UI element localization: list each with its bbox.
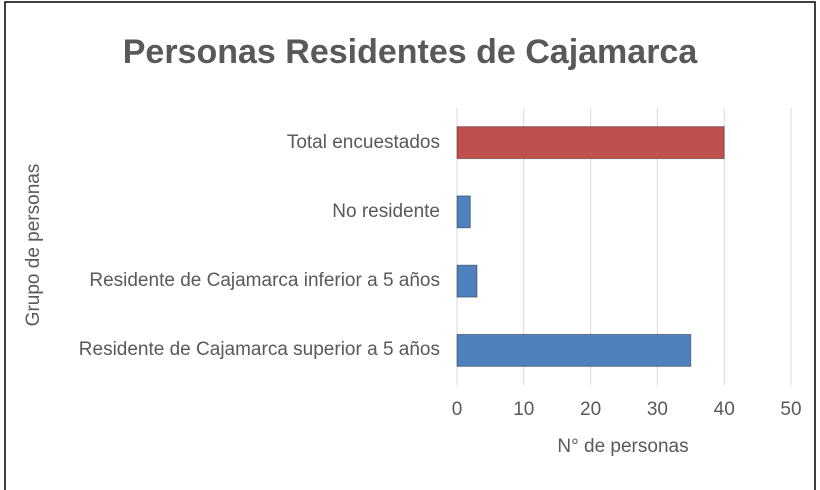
x-tick-label: 30	[647, 399, 668, 420]
bar	[456, 333, 692, 367]
x-tick-label: 20	[580, 399, 601, 420]
x-tick-label: 40	[714, 399, 735, 420]
y-axis-title: Grupo de personas	[23, 164, 44, 327]
frame	[4, 1, 816, 490]
x-tick-label: 50	[780, 399, 801, 420]
x-tick-label: 10	[513, 399, 534, 420]
y-tick-label: No residente	[332, 200, 440, 222]
bar	[456, 195, 471, 229]
bar	[456, 126, 725, 160]
y-tick-label: Total encuestados	[286, 131, 440, 153]
y-tick-label: Residente de Cajamarca superior a 5 años	[78, 339, 440, 361]
y-tick-label: Residente de Cajamarca inferior a 5 años	[89, 270, 440, 292]
chart-title: Personas Residentes de Cajamarca	[123, 33, 699, 71]
bar	[456, 264, 478, 298]
x-axis-title: N° de personas	[557, 436, 688, 457]
x-tick-label: 0	[452, 399, 463, 420]
